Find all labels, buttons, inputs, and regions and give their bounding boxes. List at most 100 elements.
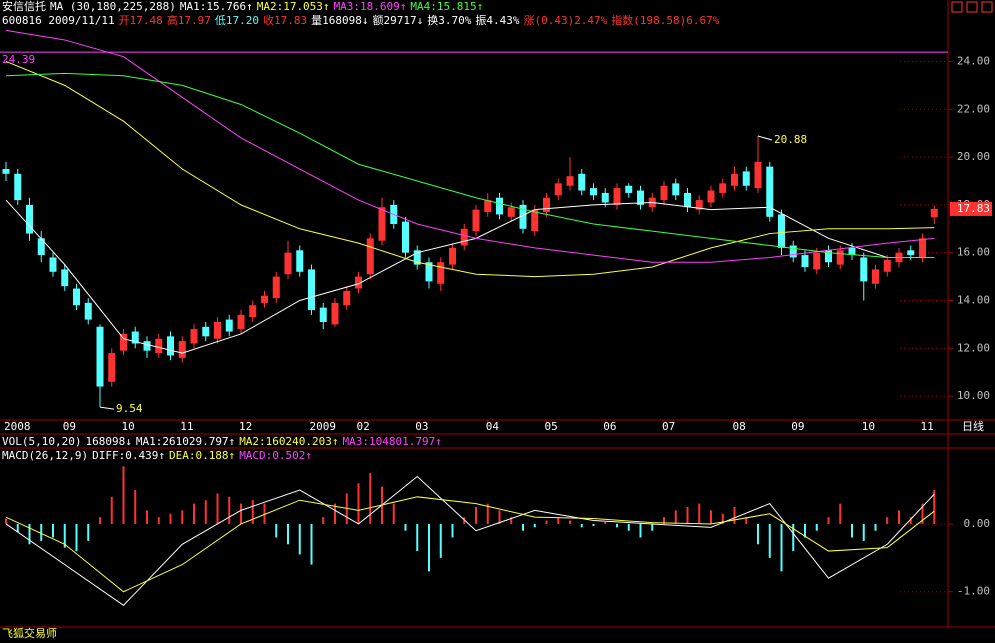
ma-params: MA (30,180,225,288) (50, 0, 176, 13)
vol-item: MA1:261029.797↑ (135, 435, 236, 448)
candle-body (742, 171, 750, 186)
x-tick-label: 2009 (310, 420, 337, 433)
candle-body (778, 214, 785, 248)
candle-body (61, 269, 69, 287)
x-tick-label: 11 (180, 420, 193, 433)
last-price-box (950, 201, 992, 216)
vol-item: MA2:160240.203↑ (239, 435, 339, 448)
candle-body (601, 192, 609, 203)
candle-body (237, 314, 245, 330)
candle-body (131, 331, 139, 344)
quote-item: 指数(198.58)6.67% (611, 14, 720, 27)
window-icon[interactable] (966, 1, 978, 13)
candle-body (860, 257, 868, 282)
header-row: 安信信托 MA (30,180,225,288) MA1:15.766↑ MA2:17… (2, 0, 487, 13)
candle-body (284, 252, 292, 275)
candle-body (14, 173, 22, 201)
x-tick-label: 10 (862, 420, 875, 433)
candle-body (2, 169, 10, 174)
candle-body (108, 353, 116, 382)
candle-body (531, 209, 539, 232)
candle-body (120, 333, 127, 351)
candle-body (49, 257, 57, 272)
low-label: 9.54 (116, 402, 143, 415)
indicator-line (5, 199, 935, 354)
candle-body (413, 250, 421, 265)
candle-body (719, 183, 727, 193)
candle-body (825, 250, 832, 263)
macd-title: MACD(26,12,9) (2, 449, 89, 462)
candle-body (707, 190, 715, 203)
candle-body (484, 200, 492, 213)
y-tick-label: 16.00 (957, 246, 990, 259)
candle-body (766, 166, 774, 217)
candle-body (836, 250, 844, 265)
reference-label: 24.39 (2, 53, 35, 66)
candle-body (731, 173, 738, 186)
legend-item: DIFF:0.439↑ (92, 449, 165, 462)
vol-item: VOL(5,10,20) (2, 435, 82, 448)
legend-item: MACD:0.502↑ (239, 449, 313, 462)
vol-row: VOL(5,10,20) 168098↓ MA1:261029.797↑ MA2:16… (2, 435, 446, 448)
candle-body (496, 197, 503, 215)
candle-body (660, 185, 668, 201)
candle-body (308, 269, 315, 311)
y-tick-label: 0.00 (964, 517, 991, 530)
window-icon[interactable] (981, 1, 993, 13)
quote-item: 额29717↓ (372, 14, 424, 27)
y-tick-label: -1.00 (957, 585, 990, 598)
candle-body (930, 208, 938, 218)
quote-item: 振4.43% (475, 14, 520, 27)
quote-item: 高17.97 (166, 14, 211, 27)
indicator-line (5, 72, 935, 258)
candle-body (883, 259, 891, 272)
candle-body (919, 238, 926, 258)
x-tick-label: 08 (733, 420, 746, 433)
candle-body (613, 188, 621, 205)
candle-body (355, 276, 362, 289)
candle-body (507, 207, 515, 217)
y-tick-label: 24.00 (957, 54, 990, 67)
x-tick-label: 09 (63, 420, 76, 433)
legend-item: MA3:18.609↑ (333, 0, 407, 13)
candle-body (684, 192, 691, 208)
candle-body (319, 307, 327, 322)
candle-body (449, 247, 456, 265)
x-tick-label: 07 (662, 420, 675, 433)
x-tick-label: 12 (239, 420, 252, 433)
candle-body (343, 290, 351, 306)
candle-body (519, 204, 527, 229)
candle-body (872, 269, 879, 284)
x-tick-label: 02 (357, 420, 370, 433)
indicator-line (5, 475, 935, 606)
quote-item: 600816 2009/11/11 (2, 14, 115, 27)
candle-body (402, 221, 409, 253)
candle-body (590, 188, 597, 196)
annotation-line (757, 135, 773, 141)
quote-item: 换3.70% (427, 14, 472, 27)
x-tick-label: 06 (603, 420, 616, 433)
legend-item: MA1:15.766↑ (179, 0, 253, 13)
vol-item: MA3:104801.797↑ (342, 435, 442, 448)
candle-body (143, 341, 151, 351)
candle-body (566, 176, 574, 186)
candle-body (37, 238, 45, 256)
candle-body (801, 255, 809, 268)
candle-body (167, 336, 174, 356)
candle-body (578, 173, 586, 191)
window-icon[interactable] (951, 1, 963, 13)
high-label: 20.88 (774, 133, 807, 146)
legend-item: MA2:17.053↑ (256, 0, 330, 13)
candle-body (366, 238, 374, 275)
candle-body (202, 326, 210, 337)
candle-body (331, 302, 339, 325)
candle-body (460, 228, 468, 246)
x-tick-label: 05 (545, 420, 558, 433)
stock-name: 安信信托 (2, 0, 46, 13)
vol-item: 168098↓ (85, 435, 132, 448)
app-name: 飞狐交易师 (2, 626, 57, 640)
candle-body (214, 322, 221, 339)
y-tick-label: 22.00 (957, 102, 990, 115)
